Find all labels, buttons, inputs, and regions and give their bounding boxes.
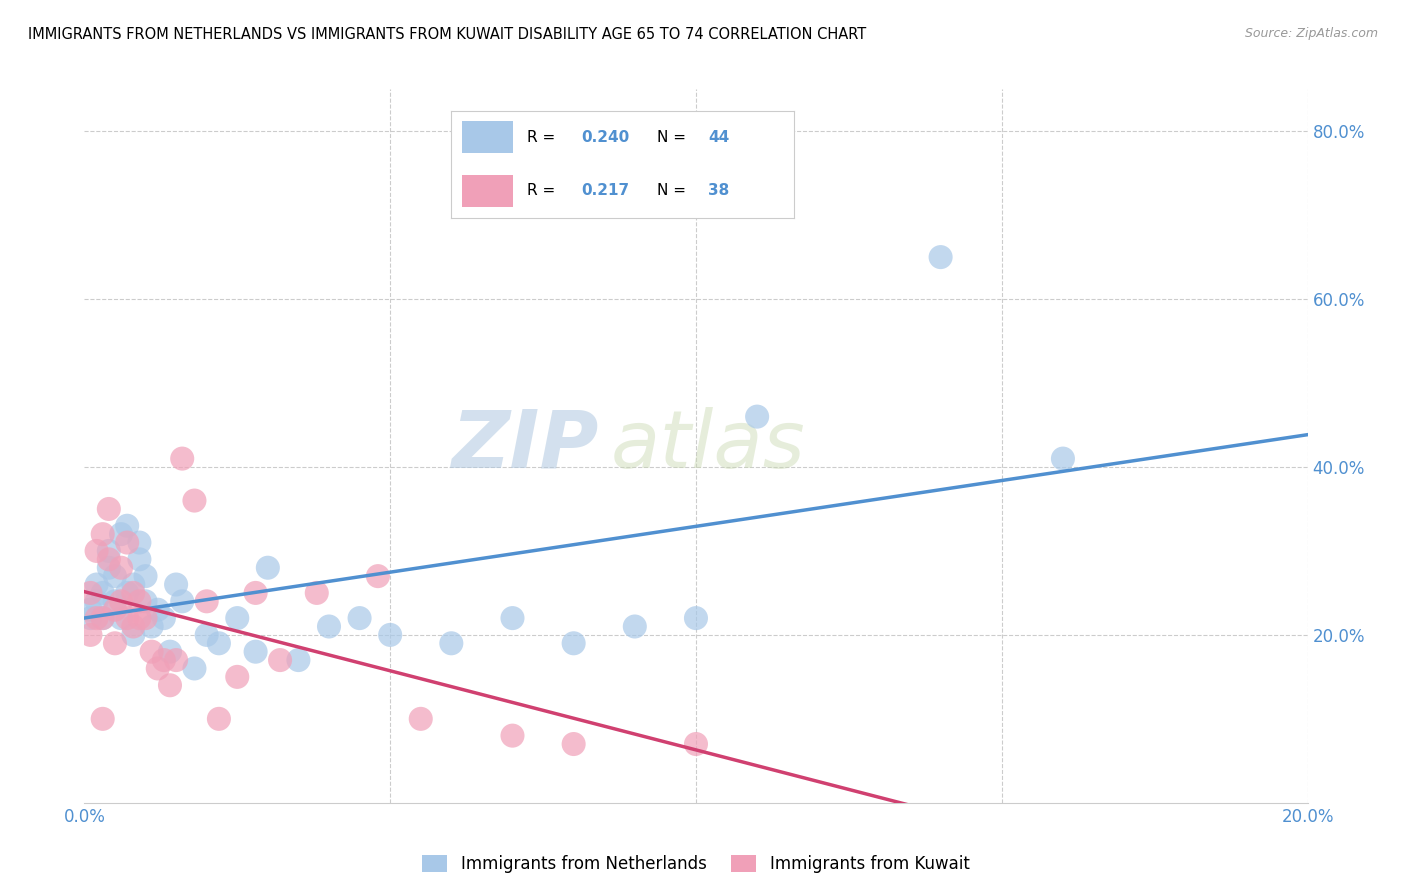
- Point: [165, 653, 187, 667]
- Point: [146, 661, 169, 675]
- Point: [86, 611, 108, 625]
- Point: [183, 493, 205, 508]
- Point: [79, 603, 101, 617]
- Point: [380, 628, 402, 642]
- Point: [195, 628, 218, 642]
- Point: [91, 611, 114, 625]
- Point: [104, 636, 127, 650]
- Point: [79, 586, 101, 600]
- Point: [91, 611, 114, 625]
- Point: [685, 737, 707, 751]
- Point: [122, 577, 145, 591]
- Point: [135, 611, 157, 625]
- Point: [502, 611, 524, 625]
- Point: [172, 451, 194, 466]
- Point: [97, 544, 120, 558]
- Point: [110, 594, 132, 608]
- Point: [305, 586, 328, 600]
- Point: [115, 611, 138, 625]
- Text: IMMIGRANTS FROM NETHERLANDS VS IMMIGRANTS FROM KUWAIT DISABILITY AGE 65 TO 74 CO: IMMIGRANTS FROM NETHERLANDS VS IMMIGRANT…: [28, 27, 866, 42]
- Point: [115, 518, 138, 533]
- Point: [115, 586, 138, 600]
- Point: [91, 527, 114, 541]
- Point: [226, 611, 249, 625]
- Point: [685, 611, 707, 625]
- Point: [562, 636, 585, 650]
- Point: [349, 611, 371, 625]
- Point: [97, 502, 120, 516]
- Legend: Immigrants from Netherlands, Immigrants from Kuwait: Immigrants from Netherlands, Immigrants …: [416, 848, 976, 880]
- Point: [257, 560, 280, 574]
- Point: [159, 645, 181, 659]
- Point: [86, 544, 108, 558]
- Point: [1052, 451, 1074, 466]
- Point: [183, 661, 205, 675]
- Point: [245, 645, 267, 659]
- Point: [624, 619, 647, 633]
- Point: [128, 594, 150, 608]
- Point: [128, 552, 150, 566]
- Point: [409, 712, 432, 726]
- Point: [141, 619, 163, 633]
- Point: [110, 611, 132, 625]
- Point: [195, 594, 218, 608]
- Point: [91, 712, 114, 726]
- Text: Source: ZipAtlas.com: Source: ZipAtlas.com: [1244, 27, 1378, 40]
- Point: [440, 636, 463, 650]
- Point: [172, 594, 194, 608]
- Point: [208, 636, 231, 650]
- Point: [159, 678, 181, 692]
- Point: [562, 737, 585, 751]
- Point: [165, 577, 187, 591]
- Point: [97, 560, 120, 574]
- Point: [122, 628, 145, 642]
- Point: [135, 569, 157, 583]
- Point: [97, 552, 120, 566]
- Point: [104, 569, 127, 583]
- Text: ZIP: ZIP: [451, 407, 598, 485]
- Point: [86, 577, 108, 591]
- Point: [153, 653, 176, 667]
- Point: [135, 594, 157, 608]
- Point: [122, 586, 145, 600]
- Point: [502, 729, 524, 743]
- Point: [929, 250, 952, 264]
- Point: [104, 603, 127, 617]
- Point: [91, 586, 114, 600]
- Point: [245, 586, 267, 600]
- Point: [146, 603, 169, 617]
- Text: atlas: atlas: [610, 407, 806, 485]
- Point: [128, 611, 150, 625]
- Point: [367, 569, 389, 583]
- Point: [110, 527, 132, 541]
- Point: [318, 619, 340, 633]
- Point: [269, 653, 291, 667]
- Point: [86, 594, 108, 608]
- Point: [208, 712, 231, 726]
- Point: [79, 611, 101, 625]
- Point: [128, 535, 150, 549]
- Point: [79, 628, 101, 642]
- Point: [115, 535, 138, 549]
- Point: [747, 409, 769, 424]
- Point: [122, 619, 145, 633]
- Point: [226, 670, 249, 684]
- Point: [153, 611, 176, 625]
- Point: [110, 560, 132, 574]
- Point: [141, 645, 163, 659]
- Point: [104, 594, 127, 608]
- Point: [287, 653, 309, 667]
